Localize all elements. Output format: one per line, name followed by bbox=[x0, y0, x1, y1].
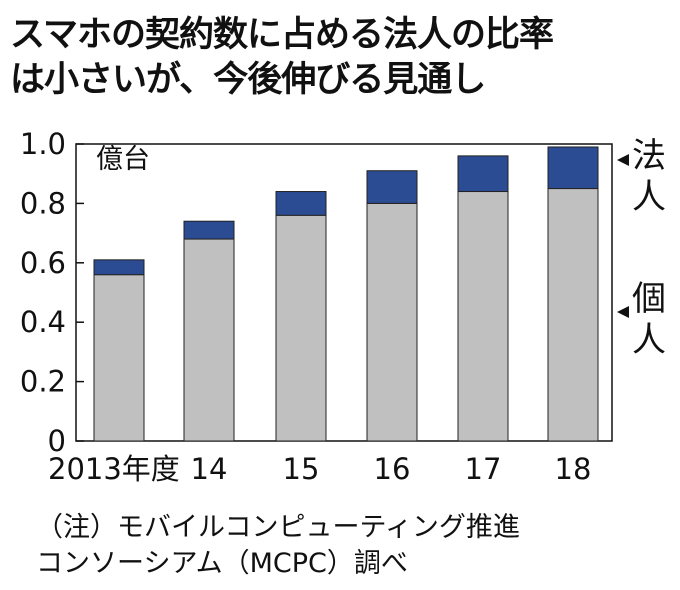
legend-label: 法人 bbox=[632, 136, 666, 217]
bar-kojin bbox=[457, 191, 509, 442]
y-tick-label: 0.4 bbox=[20, 305, 66, 339]
x-tick-label: 14 bbox=[191, 452, 228, 486]
chart-title-line-2: は小さいが、今後伸びる見通し bbox=[10, 60, 486, 100]
x-tick-label: 18 bbox=[555, 452, 592, 486]
bar-hojin bbox=[457, 155, 509, 193]
bar-hojin bbox=[275, 191, 327, 216]
bar-kojin bbox=[275, 214, 327, 442]
bar-kojin bbox=[366, 202, 418, 442]
bar-hojin bbox=[366, 170, 418, 204]
y-tick-label: 0.6 bbox=[20, 246, 66, 280]
bar-kojin bbox=[547, 188, 599, 442]
y-tick-label: 0.2 bbox=[20, 365, 66, 399]
source-note-line-2: コンソーシアム（MCPC）調べ bbox=[36, 548, 408, 579]
bar-hojin bbox=[547, 146, 599, 190]
legend-arrow-marker bbox=[617, 306, 629, 318]
bar-kojin bbox=[183, 238, 235, 442]
y-tick-label: 0 bbox=[48, 424, 66, 458]
y-tick-label: 1.0 bbox=[20, 127, 66, 161]
y-tick-label: 0.8 bbox=[20, 186, 66, 220]
x-tick-label: 16 bbox=[374, 452, 411, 486]
bar-hojin bbox=[93, 259, 145, 276]
y-axis-unit-label: 億台 bbox=[96, 144, 150, 175]
x-tick-label: 15 bbox=[283, 452, 320, 486]
x-tick-label: 17 bbox=[465, 452, 502, 486]
plot-frame bbox=[75, 143, 613, 442]
legend-label: 個人 bbox=[632, 279, 666, 360]
bar-hojin bbox=[183, 220, 235, 240]
source-note-line-1: （注）モバイルコンピューティング推進 bbox=[36, 512, 520, 543]
x-tick-label: 2013年度 bbox=[48, 452, 180, 486]
chart-title-line-1: スマホの契約数に占める法人の比率 bbox=[10, 15, 554, 55]
bar-kojin bbox=[93, 274, 145, 442]
legend-arrow-marker bbox=[617, 154, 629, 166]
